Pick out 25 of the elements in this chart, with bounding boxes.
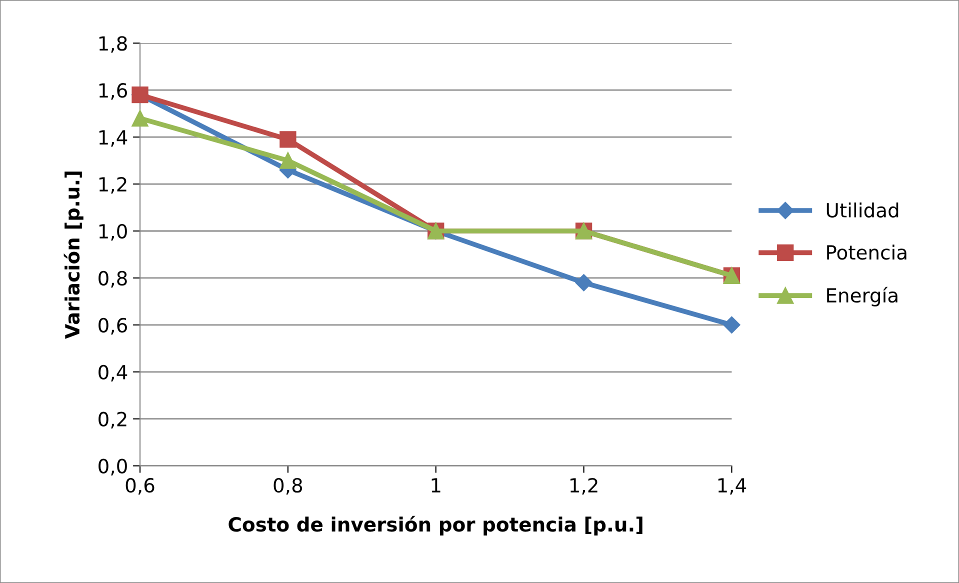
y-tick-label: 0,2: [98, 412, 126, 428]
x-axis-title: Costo de inversión por potencia [p.u.]: [228, 516, 642, 536]
x-tick-label: 0,8: [274, 478, 302, 495]
point: [280, 152, 296, 169]
y-tick-label: 0,0: [98, 458, 127, 476]
y-tick-label: 1,4: [99, 130, 128, 147]
x-tick-label: 1,4: [718, 478, 746, 495]
y-tick-label: 0,6: [98, 318, 127, 335]
y-axis-title: Variación [p.u.]: [64, 172, 84, 339]
x-tick-label: 0,6: [126, 478, 154, 495]
point: [280, 131, 296, 148]
legend-label: Energía: [827, 286, 898, 306]
point: [132, 110, 148, 127]
x-tick-label: 1,2: [570, 478, 598, 495]
point: [723, 316, 740, 334]
point: [575, 274, 592, 292]
legend-label: Utilidad: [826, 202, 898, 218]
y-tick-label: 1,2: [99, 176, 126, 194]
y-tick-label: 1,8: [99, 36, 127, 53]
y-tick-label: 0,8: [98, 270, 127, 288]
y-tick-label: 0,4: [98, 364, 128, 382]
y-tick-label: 1,0: [99, 224, 127, 241]
x-tick-label: 1: [432, 478, 440, 492]
legend-label: Potencia: [827, 244, 906, 260]
y-tick-label: 1,6: [99, 83, 127, 100]
